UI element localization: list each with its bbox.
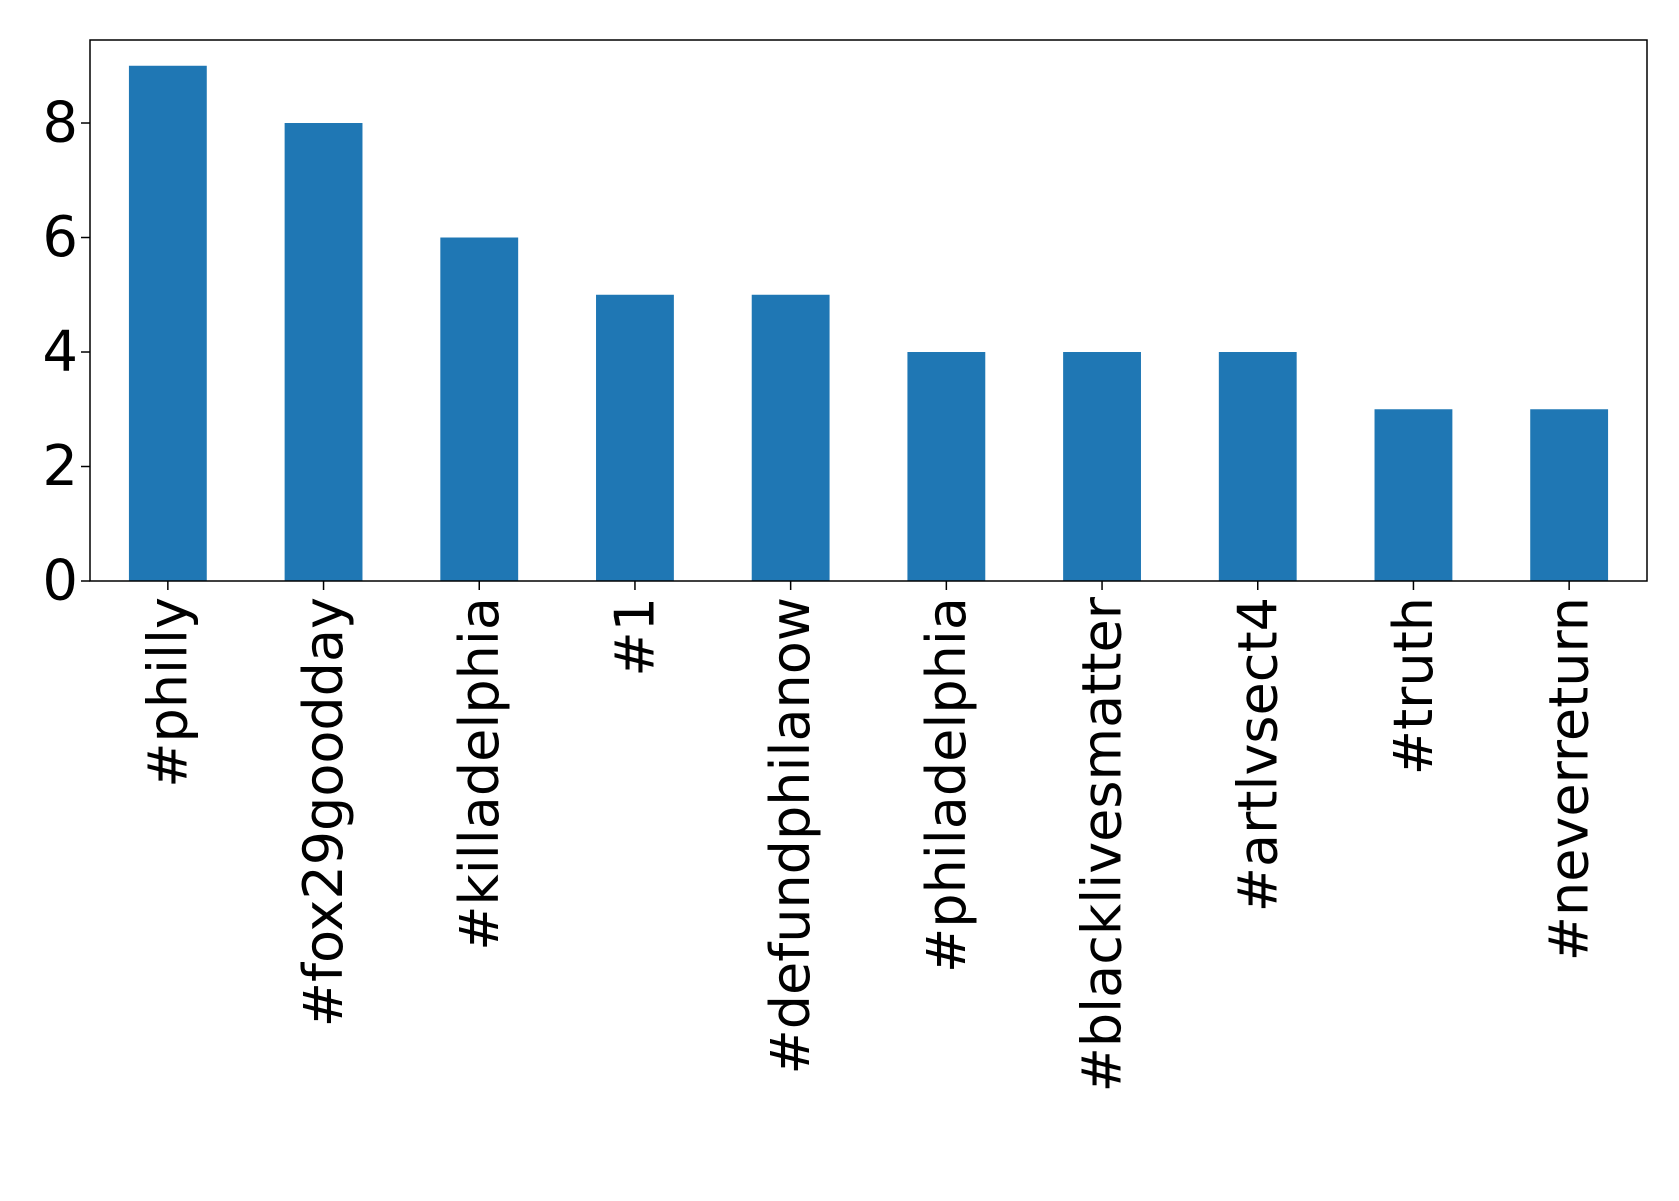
- x-tick-label: #philadelphia: [915, 597, 978, 973]
- x-tick-label: #fox29goodday: [292, 597, 355, 1027]
- x-tick-label: #artlvsect4: [1226, 597, 1289, 912]
- x-tick-label: #blacklivesmatter: [1071, 596, 1134, 1092]
- bar-2: [440, 237, 519, 581]
- y-tick-label: 6: [42, 205, 78, 270]
- x-axis-ticks: #philly #fox29goodday #killadelphia #1 #defu…: [136, 581, 1601, 1092]
- bars-layer: [128, 65, 1609, 581]
- bar-4: [751, 294, 830, 581]
- bar-5: [907, 352, 986, 581]
- x-tick-label: #philly: [136, 597, 199, 788]
- bar-0: [128, 65, 207, 581]
- y-tick-label: 8: [42, 91, 78, 156]
- bar-8: [1374, 409, 1453, 581]
- y-tick-label: 4: [42, 320, 78, 385]
- x-tick-label: #defundphilanow: [759, 597, 822, 1075]
- bar-9: [1530, 409, 1609, 581]
- y-tick-label: 2: [42, 434, 78, 499]
- x-tick-label: #neverreturn: [1538, 597, 1601, 961]
- bar-7: [1218, 352, 1297, 581]
- y-axis-ticks: 0 2 4 6 8: [42, 91, 90, 614]
- x-tick-label: #killadelphia: [448, 597, 511, 951]
- bar-6: [1063, 352, 1141, 581]
- x-tick-label: #1: [603, 597, 666, 677]
- bar-1: [284, 123, 363, 581]
- plot-frame: [89, 39, 1648, 582]
- bar-3: [596, 294, 674, 581]
- y-tick-label: 0: [42, 549, 78, 614]
- x-tick-label: #truth: [1382, 597, 1445, 775]
